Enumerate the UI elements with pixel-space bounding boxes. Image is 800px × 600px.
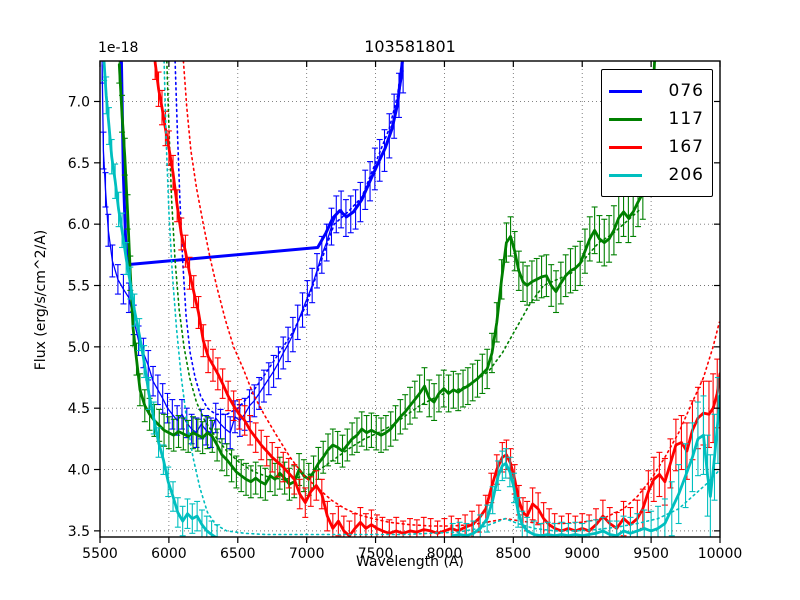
legend-label: 167 (668, 137, 704, 157)
y-axis-offset-label: 1e-18 (98, 40, 139, 56)
ticks (94, 61, 721, 543)
x-tick-label: 8000 (427, 546, 463, 562)
y-tick-label: 6.0 (68, 217, 90, 233)
x-tick-label: 9500 (633, 546, 669, 562)
x-axis-label: Wavelength (A) (355, 554, 464, 570)
y-tick-label: 6.5 (68, 156, 90, 172)
series-076-data (100, 61, 407, 450)
legend-item-206: 206 (609, 161, 704, 189)
y-tick-label: 5.5 (68, 279, 90, 295)
legend-item-076: 076 (609, 77, 704, 105)
x-tick-label: 7000 (289, 546, 325, 562)
y-tick-label: 7.0 (68, 94, 90, 110)
y-tick-label: 3.5 (68, 524, 90, 540)
x-tick-label: 9000 (564, 546, 600, 562)
x-tick-label: 8500 (496, 546, 532, 562)
series-167-model (182, 61, 720, 527)
legend-line-green (609, 117, 642, 121)
legend-label: 206 (668, 165, 704, 185)
axes-frame (99, 60, 721, 538)
y-tick-label: 5.0 (68, 340, 90, 356)
x-tick-label: 10000 (698, 546, 743, 562)
legend-line-red (609, 145, 642, 149)
x-tick-label: 6500 (220, 546, 256, 562)
legend-label: 076 (668, 81, 704, 101)
legend-line-cyan (609, 173, 642, 177)
legend-label: 117 (668, 109, 704, 129)
x-tick-label: 7500 (358, 546, 394, 562)
x-tick-label: 5500 (82, 546, 118, 562)
y-tick-label: 4.0 (68, 463, 90, 479)
legend-item-117: 117 (609, 105, 704, 133)
legend-item-167: 167 (609, 133, 704, 161)
legend-line-blue (609, 89, 642, 93)
legend: 076 117 167 206 (601, 69, 713, 197)
series-117-data (116, 61, 656, 501)
tick-labels: 5500 6000 6500 7000 7500 8000 8500 9000 9500 1000… (68, 94, 743, 562)
y-tick-label: 4.5 (68, 401, 90, 417)
plot-title: 103581801 (364, 37, 456, 56)
series-206-model (163, 61, 720, 536)
series-206-data (101, 61, 720, 537)
series-117-model (166, 61, 641, 481)
x-tick-label: 6000 (151, 546, 187, 562)
y-axis-label: Flux (erg/s/cm^2/A) (33, 229, 49, 371)
